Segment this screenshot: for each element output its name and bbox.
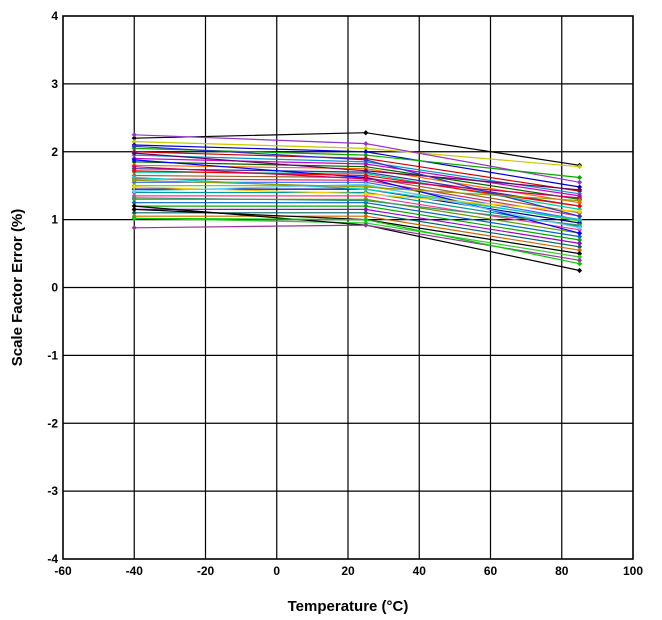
series-marker-3	[576, 179, 583, 185]
series-marker-39	[576, 225, 583, 231]
y-tick-label: -3	[47, 484, 58, 498]
series-marker-3	[363, 141, 369, 147]
series-marker-32	[131, 168, 137, 174]
y-tick-labels: -4 -3 -2 -1 0 1 2 3 4	[47, 9, 58, 566]
series-marker-1	[131, 135, 137, 141]
series-marker-24	[131, 210, 137, 216]
series-marker-34	[131, 184, 137, 190]
series-marker-37	[363, 176, 369, 182]
x-tick-label: -40	[126, 564, 144, 578]
series-marker-35	[131, 150, 137, 156]
series-marker-35	[576, 187, 583, 193]
series-marker-38	[131, 143, 137, 149]
series-marker-4	[576, 184, 583, 190]
series-marker-26	[576, 250, 583, 257]
series-marker-32	[363, 172, 369, 179]
series-marker-36	[131, 195, 137, 201]
series-marker-38	[576, 213, 583, 219]
series-marker-29	[576, 257, 583, 263]
y-tick-label: -4	[47, 552, 58, 566]
series-marker-28	[131, 203, 137, 209]
series-marker-25	[363, 213, 369, 219]
series-marker-22	[363, 203, 369, 209]
x-axis-title: Temperature (°C)	[288, 598, 409, 615]
x-tick-label: 80	[555, 564, 569, 578]
series-marker-25	[576, 247, 583, 253]
x-tick-label: -20	[197, 564, 215, 578]
series-marker-30	[363, 217, 369, 223]
series-marker-32	[576, 203, 583, 209]
x-tick-label: 0	[273, 564, 280, 578]
series-marker-31	[131, 157, 137, 163]
series-marker-40	[131, 177, 137, 183]
y-tick-label: 3	[51, 77, 58, 91]
series-marker-35	[363, 168, 369, 174]
y-tick-label: -1	[47, 348, 58, 362]
series-marker-36	[576, 222, 583, 228]
series-marker-2	[363, 145, 369, 151]
y-tick-label: -2	[47, 416, 58, 430]
x-tick-labels: -60 -40 -20 0 20 40 60 80 100	[54, 564, 643, 578]
series-marker-34	[363, 191, 369, 197]
y-tick-label: 0	[51, 281, 58, 295]
y-tick-label: 1	[51, 213, 58, 227]
series-marker-27	[576, 254, 583, 260]
y-tick-label: 2	[51, 145, 58, 159]
series-marker-30	[131, 215, 137, 221]
series-marker-38	[363, 157, 369, 163]
series-marker-39	[131, 188, 137, 194]
series-marker-34	[576, 208, 583, 215]
series-marker-5	[363, 152, 369, 158]
series-marker-24	[363, 210, 369, 216]
x-tick-label: 100	[623, 564, 643, 578]
x-tick-label: 60	[484, 564, 498, 578]
series-marker-29	[131, 225, 137, 231]
series-marker-2	[131, 138, 137, 145]
series-marker-26	[131, 206, 137, 213]
series-marker-1	[363, 130, 369, 136]
series-marker-37	[131, 164, 137, 170]
series-marker-8	[363, 161, 369, 167]
series-marker-23	[576, 240, 583, 246]
series-marker-36	[363, 198, 369, 204]
series-marker-40	[363, 184, 369, 190]
series-marker-23	[363, 206, 369, 213]
series-marker-5	[576, 174, 583, 181]
x-tick-label: 40	[413, 564, 427, 578]
series-marker-31	[576, 230, 583, 236]
series-marker-29	[363, 222, 369, 228]
series-marker-22	[576, 237, 583, 243]
series-marker-33	[131, 174, 137, 181]
y-axis-title: Scale Factor Error (%)	[9, 209, 26, 367]
series-marker-33	[576, 217, 583, 223]
x-tick-label: -60	[54, 564, 72, 578]
series-marker-21	[576, 233, 583, 240]
plot-frame	[62, 15, 634, 560]
y-tick-label: 4	[51, 9, 58, 23]
series-marker-37	[576, 195, 583, 201]
series-marker-24	[576, 244, 583, 250]
series-marker-28	[576, 267, 583, 274]
series-marker-30	[576, 261, 583, 267]
series-marker-39	[363, 181, 369, 187]
series-marker-2	[576, 164, 583, 170]
series-marker-40	[576, 198, 583, 204]
data-series-group	[131, 130, 583, 274]
series-marker-3	[131, 132, 137, 138]
series-marker-4	[363, 149, 369, 155]
series-marker-21	[131, 200, 137, 206]
x-tick-label: 20	[341, 564, 355, 578]
